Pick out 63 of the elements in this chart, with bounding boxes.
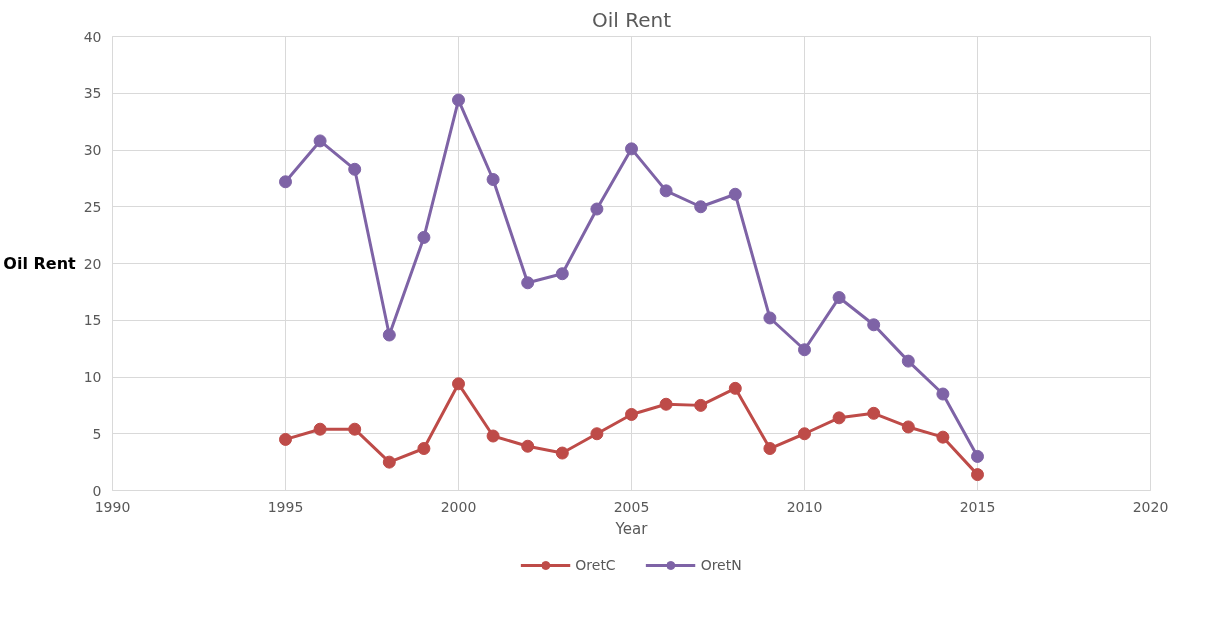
point xyxy=(555,267,569,281)
chart-title: Oil Rent xyxy=(591,7,672,32)
x-tick-label: 1990 xyxy=(94,498,131,515)
point xyxy=(763,442,777,455)
x-tick-label: 2020 xyxy=(1132,498,1169,515)
point xyxy=(832,291,846,305)
point xyxy=(313,422,327,436)
legend-label: OretC xyxy=(575,557,616,573)
point xyxy=(590,202,604,216)
y-tick-label: 0 xyxy=(92,482,102,499)
y-tick-label: 35 xyxy=(83,85,102,102)
point xyxy=(901,354,915,368)
x-tick-label: 2015 xyxy=(959,498,996,515)
point xyxy=(936,430,950,444)
point xyxy=(452,377,465,391)
point xyxy=(832,411,846,425)
x-tick-label: 2010 xyxy=(786,498,823,515)
point xyxy=(971,449,984,463)
point xyxy=(659,397,673,411)
point xyxy=(279,175,292,189)
point xyxy=(417,230,431,244)
point xyxy=(763,311,777,325)
point xyxy=(694,200,708,214)
point xyxy=(313,134,327,148)
point xyxy=(625,142,638,156)
point xyxy=(348,422,362,436)
point xyxy=(555,446,569,460)
point xyxy=(728,187,742,201)
x-tick-label: 2005 xyxy=(613,498,650,515)
y-tick-label: 30 xyxy=(83,142,102,158)
point xyxy=(798,343,811,357)
y-tick-label: 40 xyxy=(83,28,102,45)
y-tick-label: 10 xyxy=(83,369,102,385)
point xyxy=(382,455,396,469)
point xyxy=(867,406,881,420)
point xyxy=(521,439,535,453)
y-axis-title: Oil Rent xyxy=(3,254,77,273)
y-tick-label: 5 xyxy=(92,425,102,442)
point xyxy=(798,427,811,441)
point xyxy=(936,387,950,401)
point xyxy=(452,93,465,107)
point xyxy=(659,184,673,198)
point xyxy=(728,381,742,395)
legend-label: OretN xyxy=(700,557,742,573)
point xyxy=(971,468,984,482)
point xyxy=(625,407,638,421)
point xyxy=(348,162,362,176)
x-tick-label: 1995 xyxy=(267,498,304,515)
y-tick-label: 25 xyxy=(83,198,102,215)
point xyxy=(382,328,396,342)
y-tick-label: 15 xyxy=(83,312,102,329)
point xyxy=(694,398,708,412)
x-tick-label: 2000 xyxy=(440,498,477,515)
point xyxy=(417,442,431,455)
point xyxy=(486,429,500,443)
point xyxy=(486,173,500,186)
point xyxy=(901,420,915,434)
point xyxy=(521,276,535,290)
point xyxy=(590,427,604,441)
point xyxy=(279,432,292,446)
x-axis-title: Year xyxy=(614,519,649,538)
point xyxy=(867,318,881,332)
y-tick-label: 20 xyxy=(83,255,102,272)
